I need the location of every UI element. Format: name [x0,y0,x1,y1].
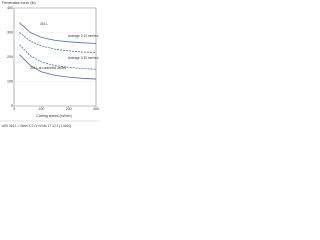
annotation: Average 0.10 mm/rev [68,34,99,38]
x-axis-label: Cutting speed (m/min) [36,114,71,118]
annotation: 316 L [40,22,48,26]
x-tick-label: 0 [13,107,15,111]
series-line [19,54,97,80]
y-tick-label: 400 [7,6,13,10]
x-tick-label: 300 [93,107,99,111]
chart: Penetration force (lb) Cutting speed (m/… [0,1,100,128]
y-tick-label: 300 [7,30,13,34]
y-tick-label: 100 [7,79,13,83]
annotation: Average 0.30 mm/rev [68,56,99,60]
series-line [19,32,97,53]
x-tick-label: 200 [66,107,72,111]
x-tick-label: 100 [38,107,44,111]
y-axis-label: Penetration force (lb) [2,1,36,5]
annotation: 316 L at controlled oxides [30,66,67,70]
caption: AISI 316 L = Steel X 2 Cr Ni Mo 17 12 2 … [2,124,71,128]
series-line [19,22,97,44]
y-tick-label: 0 [11,104,13,108]
y-tick-label: 200 [7,55,13,59]
series-line [19,44,97,70]
